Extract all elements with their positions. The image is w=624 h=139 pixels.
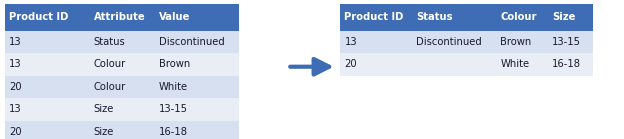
Bar: [89, 98, 155, 121]
Text: Colour: Colour: [94, 82, 126, 92]
Bar: [412, 53, 496, 76]
Bar: [89, 31, 155, 53]
Text: Product ID: Product ID: [344, 12, 404, 22]
Text: 16-18: 16-18: [159, 127, 188, 137]
Bar: [496, 31, 548, 53]
Bar: [5, 31, 89, 53]
Bar: [340, 31, 412, 53]
Text: 13: 13: [344, 37, 357, 47]
Bar: [155, 98, 239, 121]
Text: 13: 13: [9, 59, 22, 69]
Text: Colour: Colour: [94, 59, 126, 69]
Text: 20: 20: [9, 127, 22, 137]
Bar: [340, 4, 412, 31]
Bar: [412, 4, 496, 31]
Text: Size: Size: [94, 104, 114, 114]
Text: Brown: Brown: [500, 37, 532, 47]
Text: Value: Value: [159, 12, 190, 22]
Bar: [5, 4, 89, 31]
Text: 20: 20: [9, 82, 22, 92]
Bar: [548, 4, 593, 31]
Text: 13-15: 13-15: [552, 37, 581, 47]
Bar: [548, 53, 593, 76]
Bar: [155, 76, 239, 98]
Text: White: White: [159, 82, 188, 92]
Bar: [155, 121, 239, 139]
Bar: [5, 53, 89, 76]
Bar: [548, 31, 593, 53]
Bar: [340, 53, 412, 76]
Text: Size: Size: [552, 12, 575, 22]
Bar: [5, 76, 89, 98]
Bar: [155, 4, 239, 31]
Text: Brown: Brown: [159, 59, 190, 69]
Text: Status: Status: [94, 37, 125, 47]
Bar: [5, 98, 89, 121]
Bar: [412, 31, 496, 53]
Text: 13-15: 13-15: [159, 104, 188, 114]
Bar: [89, 53, 155, 76]
Bar: [496, 4, 548, 31]
Text: Status: Status: [416, 12, 452, 22]
Bar: [89, 4, 155, 31]
Bar: [155, 53, 239, 76]
Text: White: White: [500, 59, 530, 69]
Text: Discontinued: Discontinued: [416, 37, 482, 47]
Text: Attribute: Attribute: [94, 12, 145, 22]
Text: Product ID: Product ID: [9, 12, 69, 22]
Text: Discontinued: Discontinued: [159, 37, 225, 47]
Text: 13: 13: [9, 37, 22, 47]
Text: Colour: Colour: [500, 12, 537, 22]
Bar: [89, 121, 155, 139]
Bar: [5, 121, 89, 139]
Bar: [89, 76, 155, 98]
Text: 16-18: 16-18: [552, 59, 581, 69]
Text: 13: 13: [9, 104, 22, 114]
Text: 20: 20: [344, 59, 357, 69]
Text: Size: Size: [94, 127, 114, 137]
Bar: [496, 53, 548, 76]
Bar: [155, 31, 239, 53]
